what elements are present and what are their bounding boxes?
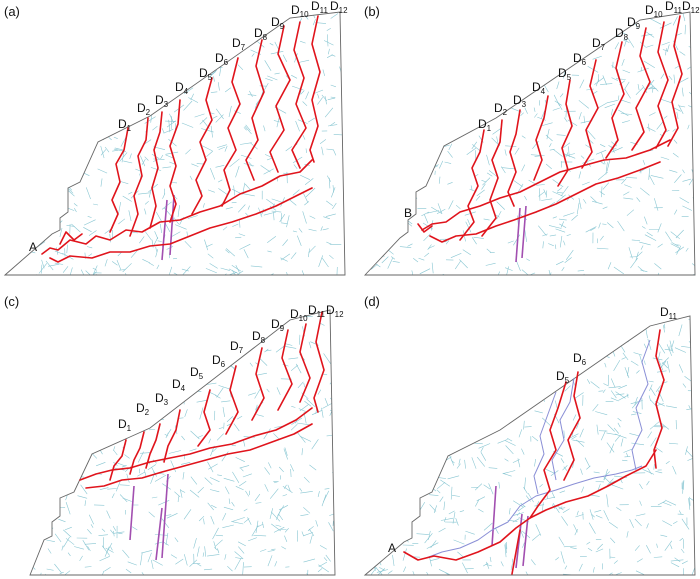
discontinuity-label: D8 xyxy=(254,26,268,42)
discontinuity-label: D2 xyxy=(136,401,150,417)
slope-outline xyxy=(3,11,346,276)
discontinuity-label: D6 xyxy=(573,351,587,367)
discontinuity-label: D5 xyxy=(556,369,570,385)
discontinuity-label: D7 xyxy=(230,339,244,355)
bolts xyxy=(129,473,169,561)
discontinuity-label: D9 xyxy=(271,15,285,31)
discontinuity-label: D2 xyxy=(494,101,508,117)
discontinuity-label: D10 xyxy=(291,3,309,19)
discontinuity-label: D9 xyxy=(627,15,641,31)
discontinuity-label: D2 xyxy=(137,101,151,117)
discontinuity-label: D11 xyxy=(660,305,678,321)
discontinuity-label: D8 xyxy=(252,329,266,345)
slope-outline xyxy=(29,309,336,576)
secondary-paths xyxy=(425,339,651,559)
discontinuity-label: D6 xyxy=(573,51,587,67)
discontinuity-label: D6 xyxy=(212,353,226,369)
discontinuity-label: D1 xyxy=(478,117,492,133)
point-label: B xyxy=(404,206,412,220)
failure-paths xyxy=(79,311,325,489)
discontinuity-label: D3 xyxy=(513,93,527,109)
discontinuity-label: D1 xyxy=(118,117,132,133)
discontinuity-label: D5 xyxy=(558,66,572,82)
discontinuity-label: D5 xyxy=(199,66,213,82)
failure-paths xyxy=(41,15,321,263)
discontinuity-label: D11 xyxy=(665,0,683,15)
discontinuity-label: D6 xyxy=(215,51,229,67)
discontinuity-label: D11 xyxy=(308,303,326,319)
joint-network xyxy=(365,316,695,575)
discontinuity-label: D7 xyxy=(592,36,606,52)
slope-outline xyxy=(363,315,696,576)
bolts xyxy=(161,194,175,261)
discontinuity-label: D1 xyxy=(118,417,132,433)
discontinuity-label: D11 xyxy=(311,0,329,15)
panel-b-tag: (b) xyxy=(364,4,380,19)
discontinuity-label: D9 xyxy=(271,317,285,333)
point-label: A xyxy=(29,240,37,254)
discontinuity-label: D7 xyxy=(232,36,246,52)
panel-d-tag: (d) xyxy=(364,294,380,309)
bolts xyxy=(515,205,527,263)
discontinuity-label: D4 xyxy=(175,80,189,96)
joint-network xyxy=(30,310,335,575)
discontinuity-label: D12 xyxy=(326,303,344,319)
discontinuity-label: D12 xyxy=(330,0,348,15)
discontinuity-label: D12 xyxy=(682,0,700,15)
slope-outline xyxy=(363,11,696,276)
discontinuity-label: D3 xyxy=(155,391,169,407)
panel-c-tag: (c) xyxy=(4,294,19,309)
discontinuity-label: D8 xyxy=(615,26,629,42)
point-label: A xyxy=(388,541,396,555)
panel-a-tag: (a) xyxy=(4,4,20,19)
discontinuity-label: D10 xyxy=(290,307,308,323)
bolts xyxy=(491,485,529,569)
discontinuity-label: D4 xyxy=(532,80,546,96)
failure-paths xyxy=(417,15,683,243)
failure-paths xyxy=(403,329,665,575)
discontinuity-label: D3 xyxy=(155,93,169,109)
discontinuity-label: D4 xyxy=(172,377,186,393)
discontinuity-label: D5 xyxy=(190,365,204,381)
discontinuity-label: D10 xyxy=(645,3,663,19)
